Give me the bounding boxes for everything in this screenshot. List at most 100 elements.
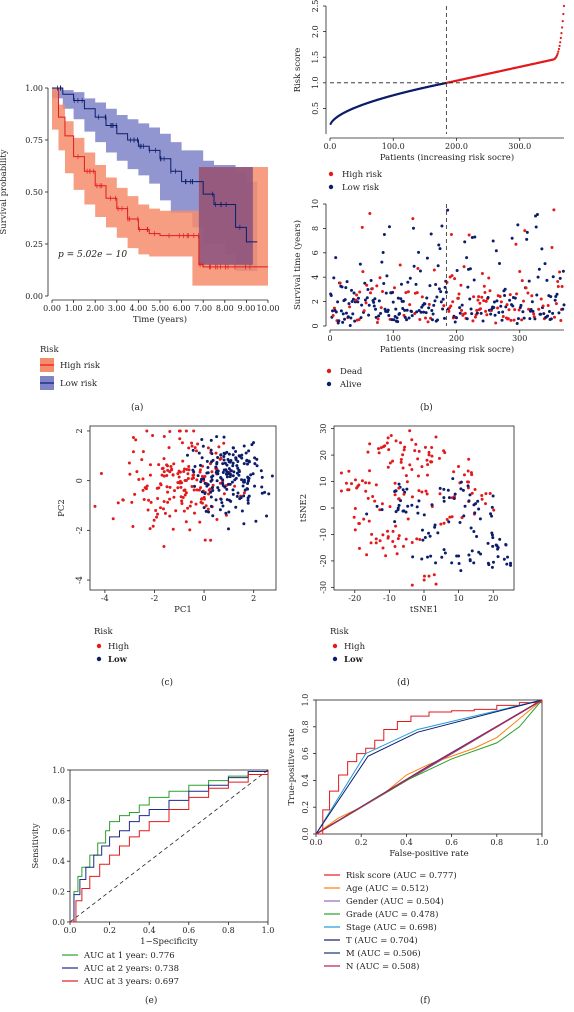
- x-axis-label: 1−Specificity: [140, 937, 198, 947]
- survival-time-point: [366, 288, 370, 292]
- risk-score-point: [559, 41, 562, 44]
- pca-point-high: [192, 473, 196, 477]
- tsne-point-low: [375, 504, 379, 508]
- tsne-point-low: [478, 517, 482, 521]
- tsne-point-low: [421, 538, 425, 542]
- tsne-point-high: [353, 528, 357, 532]
- risk-score-point: [561, 26, 564, 29]
- tsne-point-low: [472, 529, 476, 533]
- pca-point-high: [121, 498, 125, 502]
- pca-point-high: [200, 497, 204, 501]
- legend-c-high-label: High: [108, 642, 130, 652]
- survival-time-point: [379, 311, 383, 315]
- pca-point-low: [215, 479, 219, 483]
- x-tick-label: 0.8: [490, 838, 503, 847]
- tsne-point-high: [434, 582, 438, 586]
- tsne-point-high: [374, 483, 378, 487]
- panel-d-tsne-plot: -20 -10 0 10 20 -30 -20 -10 0 10 20 30 tSNE1 tSNE2: [299, 424, 515, 615]
- roc-curve-stage: [315, 699, 543, 835]
- survival-time-point: [527, 279, 531, 283]
- tsne-point-high: [416, 474, 420, 478]
- survival-time-point: [443, 285, 447, 289]
- tsne-point-high: [480, 497, 484, 501]
- y-tick-label: 2.5: [311, 0, 320, 12]
- pca-point-high: [188, 504, 192, 508]
- tsne-point-low: [472, 561, 476, 565]
- survival-time-point: [508, 293, 512, 297]
- y-tick-label: 0: [319, 505, 328, 510]
- survival-time-point: [529, 307, 533, 311]
- pca-point-low: [215, 469, 219, 473]
- pca-point-high: [186, 472, 190, 476]
- survival-time-point: [348, 305, 352, 309]
- tsne-point-low: [442, 487, 446, 491]
- survival-time-point: [497, 262, 501, 266]
- pca-point-high: [148, 473, 152, 477]
- pca-point-low: [206, 465, 210, 469]
- survival-time-point: [532, 312, 536, 316]
- panel-e-legend: AUC at 1 year: 0.776 AUC at 2 years: 0.7…: [62, 951, 179, 987]
- risk-score-point: [561, 20, 564, 23]
- x-tick-label: 0.00: [43, 304, 61, 313]
- pca-point-low: [219, 453, 223, 457]
- pca-point-low: [245, 459, 249, 463]
- tsne-point-low: [450, 561, 454, 565]
- y-axis-label: Sensitivity: [31, 823, 41, 868]
- survival-time-point: [550, 245, 554, 249]
- y-tick-label: 1.0: [52, 766, 65, 775]
- y-axis-label: Risk score: [293, 48, 303, 93]
- survival-time-point: [380, 260, 384, 264]
- x-axis-label: PC1: [174, 605, 192, 615]
- survival-time-point: [540, 247, 544, 251]
- tsne-point-low: [487, 563, 491, 567]
- legend-high-risk-label: High risk: [60, 361, 101, 371]
- legend-b-dead-label: Dead: [340, 367, 363, 377]
- pca-point-low: [235, 464, 239, 468]
- tsne-point-high: [383, 444, 387, 448]
- survival-time-point: [478, 301, 482, 305]
- pca-point-high: [200, 501, 204, 505]
- pca-point-low: [205, 459, 209, 463]
- tsne-point-high: [410, 468, 414, 472]
- y-axis-label: tSNE2: [299, 494, 309, 522]
- survival-time-point: [499, 304, 503, 308]
- pca-point-low: [242, 494, 246, 498]
- y-tick-label: 8: [311, 226, 320, 231]
- survival-time-point: [479, 311, 483, 315]
- tsne-point-low: [443, 551, 447, 555]
- pca-point-high: [177, 469, 181, 473]
- survival-time-point: [418, 317, 422, 321]
- tsne-point-high: [370, 532, 374, 536]
- tsne-point-high: [404, 537, 408, 541]
- pca-point-high: [162, 470, 166, 474]
- pca-point-high: [186, 506, 190, 510]
- pca-point-low: [227, 498, 231, 502]
- pca-point-low: [200, 456, 204, 460]
- tsne-point-high: [417, 449, 421, 453]
- survival-time-point: [398, 312, 402, 316]
- tsne-point-high: [413, 449, 417, 453]
- tsne-point-low: [458, 521, 462, 525]
- tsne-point-low: [417, 499, 421, 503]
- y-tick-label: 0.2: [52, 888, 65, 897]
- tsne-point-high: [445, 517, 449, 521]
- pca-point-low: [225, 472, 229, 476]
- tsne-point-high: [396, 537, 400, 541]
- survival-time-point: [473, 315, 477, 319]
- tsne-point-low: [473, 511, 477, 515]
- plot-frame: [315, 699, 543, 835]
- tsne-point-low: [462, 514, 466, 518]
- legend-f-label: Risk score (AUC = 0.777): [346, 870, 457, 881]
- pca-point-low: [193, 484, 197, 488]
- pca-point-high: [217, 445, 221, 449]
- y-tick-label: -20: [319, 554, 328, 567]
- x-tick-label: 0.0: [310, 838, 323, 847]
- pca-point-low: [246, 501, 250, 505]
- x-tick-label: 0.2: [355, 838, 368, 847]
- tsne-point-high: [368, 469, 372, 473]
- survival-time-point: [396, 296, 400, 300]
- survival-time-point: [492, 305, 496, 309]
- tsne-point-high: [387, 448, 391, 452]
- survival-time-point: [506, 317, 510, 321]
- x-tick-label: 200: [449, 334, 464, 343]
